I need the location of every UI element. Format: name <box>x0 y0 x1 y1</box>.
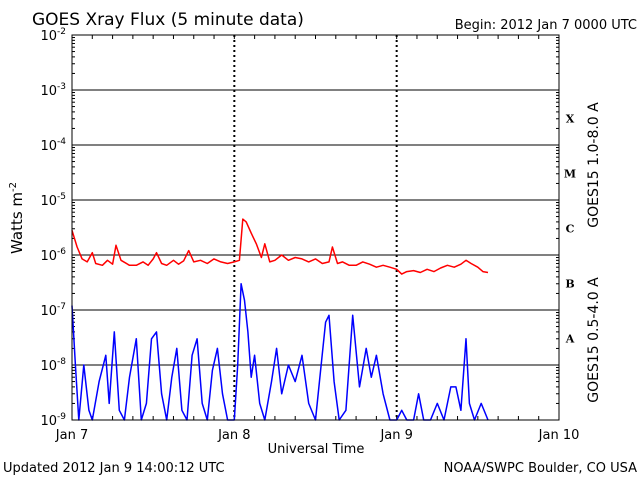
y-axis-label-exponent: -2 <box>8 182 19 192</box>
y-axis-label-text: Watts m <box>8 192 26 254</box>
series-line-long <box>71 218 489 275</box>
plot-frame <box>71 34 560 421</box>
series-layer <box>71 218 489 421</box>
updated-label: Updated 2012 Jan 9 14:00:12 UTC <box>3 461 225 476</box>
y-tick-label: 10-7 <box>40 302 66 319</box>
x-axis-ticks: Jan 7 Jan 8 Jan 9 Jan 10 <box>55 35 580 443</box>
chart-title: GOES Xray Flux (5 minute data) <box>32 10 304 30</box>
flare-class-label: C <box>566 223 575 236</box>
y-axis-label: Watts m-2 <box>8 182 26 254</box>
x-tick-label: Jan 7 <box>55 428 88 443</box>
x-tick-label: Jan 9 <box>379 428 412 443</box>
flare-class-label: X <box>566 113 575 126</box>
x-tick-label: Jan 10 <box>538 428 580 443</box>
y-tick-label: 10-8 <box>40 357 66 374</box>
credit-label: NOAA/SWPC Boulder, CO USA <box>444 461 637 476</box>
y-tick-label: 10-4 <box>40 137 66 154</box>
y-tick-label: 10-3 <box>40 82 66 99</box>
legend-long-channel: GOES15 1.0-8.0 A <box>586 102 602 228</box>
series-line-short <box>71 283 489 421</box>
y-tick-label: 10-5 <box>40 192 66 209</box>
flare-class-label: M <box>564 168 576 181</box>
grid-layer <box>72 35 559 420</box>
y-axis-ticks: 10-2 10-3 10-4 10-5 10-6 10-7 10-8 10-9 <box>40 27 66 429</box>
y-tick-label: 10-2 <box>40 27 66 44</box>
x-axis-label: Universal Time <box>268 442 365 457</box>
flare-class-label: B <box>565 278 574 291</box>
flare-class-label: A <box>565 333 575 346</box>
x-tick-label: Jan 8 <box>217 428 250 443</box>
legend-short-channel: GOES15 0.5-4.0 A <box>586 277 602 403</box>
flare-class-labels: X M C B A <box>564 113 576 346</box>
y-tick-label: 10-9 <box>40 412 66 429</box>
begin-label: Begin: 2012 Jan 7 0000 UTC <box>455 18 637 33</box>
y-tick-label: 10-6 <box>40 247 66 264</box>
